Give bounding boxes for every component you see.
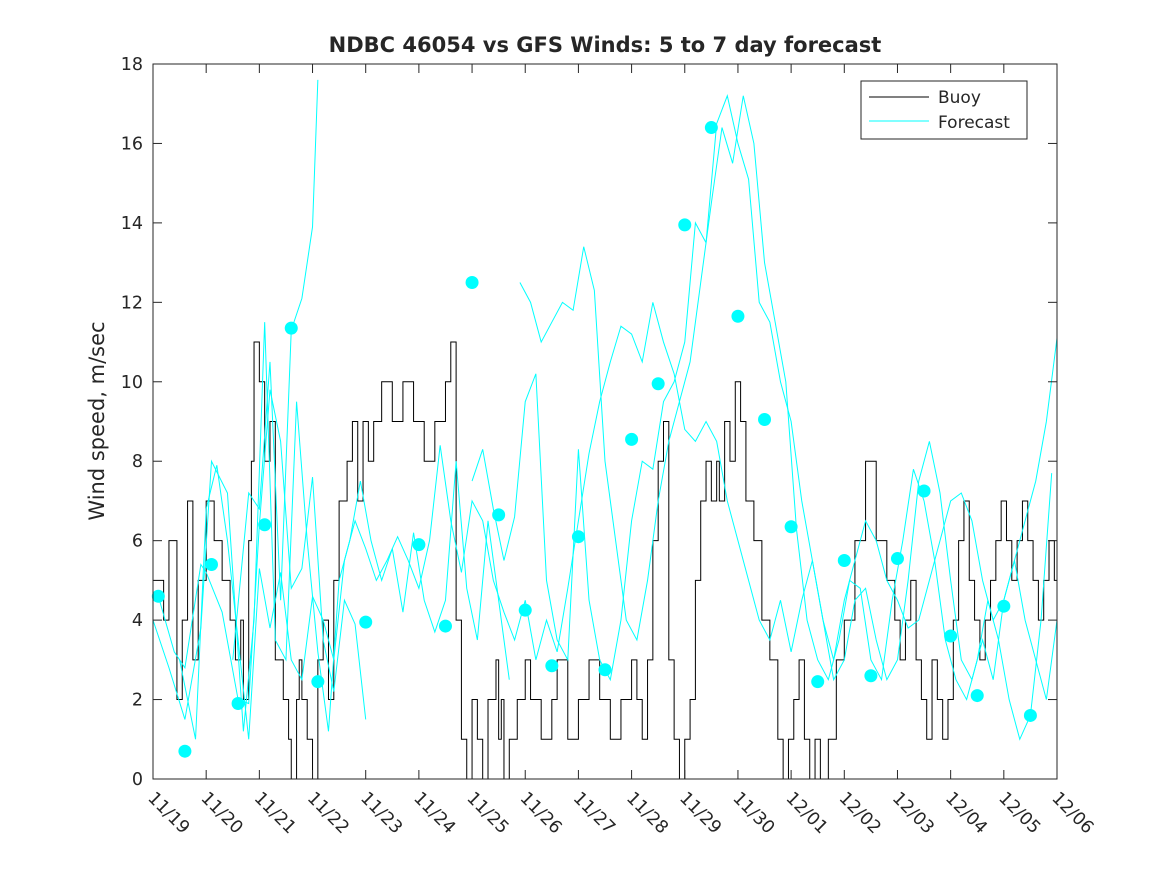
y-tick-label: 10	[121, 373, 143, 393]
forecast-marker-point	[890, 552, 904, 566]
forecast-marker-point	[598, 663, 612, 677]
forecast-marker-point	[731, 309, 745, 323]
axes-box	[152, 63, 1058, 780]
forecast-marker-point	[311, 675, 325, 689]
legend-buoy-label: Buoy	[938, 88, 981, 108]
forecast-marker-point	[571, 530, 585, 544]
forecast-marker-point	[678, 218, 692, 232]
y-tick-label: 6	[132, 532, 143, 552]
y-tick-label: 18	[121, 55, 143, 75]
forecast-marker-point	[492, 508, 506, 522]
forecast-marker-point	[625, 432, 639, 446]
forecast-marker-point	[704, 121, 718, 135]
forecast-series-line-5	[471, 94, 1058, 700]
y-tick-label: 0	[132, 770, 143, 790]
forecast-marker-point	[151, 589, 165, 603]
forecast-marker-point	[758, 413, 772, 427]
forecast-marker-point	[518, 603, 532, 617]
plot-area	[151, 63, 1058, 780]
forecast-marker-point	[438, 619, 452, 633]
forecast-series-line-3	[232, 79, 319, 660]
forecast-series-line-4	[179, 302, 1058, 740]
forecast-marker-point	[944, 629, 958, 643]
forecast-series-line-1	[157, 389, 367, 720]
y-tick-label: 4	[132, 611, 143, 631]
forecast-marker-point	[545, 659, 559, 673]
forecast-marker-point	[837, 554, 851, 568]
y-tick-label: 8	[132, 452, 143, 472]
legend-forecast-label: Forecast	[938, 113, 1010, 133]
forecast-marker-point	[917, 484, 931, 498]
forecast-marker-point	[258, 518, 272, 532]
forecast-series-line-6	[519, 95, 1053, 741]
forecast-marker-point	[284, 321, 298, 335]
marker-layer	[151, 121, 1037, 758]
forecast-marker-point	[204, 558, 218, 571]
forecast-marker-point	[970, 689, 984, 703]
forecast-marker-point	[231, 697, 245, 711]
forecast-marker-point	[651, 377, 665, 391]
legend-box	[860, 80, 1028, 140]
forecast-marker-point	[412, 538, 426, 552]
forecast-marker-point	[1023, 708, 1037, 722]
legend: Buoy Forecast	[860, 80, 1028, 140]
forecast-marker-point	[784, 520, 798, 534]
forecast-marker-point	[811, 675, 825, 689]
plot-background	[153, 64, 1057, 779]
chart-title: NDBC 46054 vs GFS Winds: 5 to 7 day fore…	[329, 33, 882, 57]
forecast-marker-point	[997, 599, 1011, 613]
y-tick-label: 16	[121, 134, 143, 154]
forecast-marker-point	[178, 744, 192, 758]
y-tick-label: 12	[121, 293, 143, 313]
y-tick-label: 2	[132, 691, 143, 711]
forecast-marker-point	[465, 275, 479, 289]
forecast-marker-point	[359, 615, 373, 629]
forecast-marker-point	[864, 669, 878, 683]
y-axis-label: Wind speed, m/sec	[85, 321, 109, 520]
y-axis: 0 2 4 6 8 10 12 14 16 18	[121, 55, 1057, 790]
y-tick-label: 14	[121, 214, 143, 234]
